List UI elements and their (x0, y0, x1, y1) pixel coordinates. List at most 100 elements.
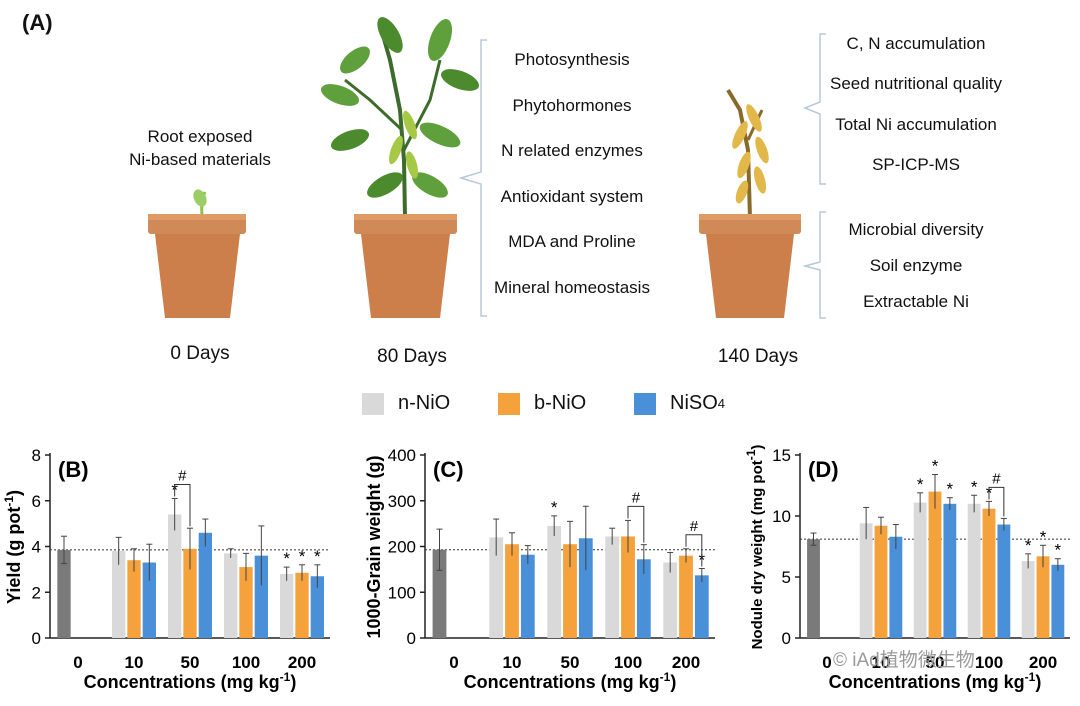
watermark: © iAd植物微生物 (833, 650, 975, 671)
bar-niso4 (520, 554, 535, 638)
significance-star: * (1025, 536, 1032, 555)
process-extractable-ni: Extractable Ni (863, 292, 969, 311)
legend-label-niso4: NiSO (670, 392, 718, 414)
y-axis-label-sup: -1 (744, 449, 758, 460)
pod-icon (405, 151, 419, 179)
process-cn-accumulation: C, N accumulation (846, 34, 986, 53)
x-axis-label-main: Concentrations (mg kg (84, 672, 280, 692)
process-photosynthesis: Photosynthesis (514, 50, 630, 69)
bar-niso4 (142, 562, 156, 638)
bar-n-nio (489, 537, 504, 638)
brace-140-bottom (802, 211, 826, 319)
panel-a-label: (A) (22, 10, 53, 35)
y-axis-label-main: Nodule dry weight (mg pot (749, 460, 766, 649)
y-axis-label: Yield (g pot-1) (2, 490, 24, 604)
legend-item-n-nio: n-NiO (362, 392, 450, 415)
y-tick-label: 10 (772, 507, 791, 526)
pod-icon (403, 110, 417, 140)
significance-star: * (1040, 527, 1047, 546)
process-phytohormones: Phytohormones (512, 96, 632, 115)
dry-pod-icon (737, 151, 751, 179)
y-tick-label: 4 (32, 538, 41, 557)
leaf-icon (377, 17, 403, 53)
x-tick-label: 200 (672, 653, 700, 672)
legend-item-niso4: NiSO 4 (634, 392, 725, 415)
root-exposed-line-2: Ni-based materials (129, 150, 271, 169)
brace-80 (458, 39, 487, 317)
bar-niso4 (310, 576, 324, 638)
x-tick-label: 50 (181, 653, 200, 672)
x-tick-label: 10 (872, 653, 891, 672)
process-soil-enzyme: Soil enzyme (869, 256, 963, 275)
day-label-80: 80 Days (377, 346, 447, 367)
x-tick-label: 100 (975, 653, 1003, 672)
bar-n-nio (967, 503, 981, 638)
seed-icon (193, 189, 207, 207)
bar-b-nio (982, 508, 996, 638)
bar-niso4 (943, 503, 957, 638)
x-axis-label-sup: -1 (1025, 670, 1036, 684)
bar-b-nio (621, 536, 635, 638)
process-seed-quality: Seed nutritional quality (829, 74, 1003, 93)
x-tick-label: 10 (503, 653, 522, 672)
legend-label-niso4-sub: 4 (717, 396, 726, 411)
dry-pod-icon (753, 166, 767, 194)
y-axis-label-end: ) (4, 490, 24, 496)
bar-n-nio (224, 553, 238, 638)
bar-b-nio (563, 544, 577, 638)
significance-bracket (627, 505, 645, 543)
x-tick-label: 0 (449, 653, 458, 672)
bar-control (807, 539, 820, 638)
bar-niso4 (636, 559, 651, 638)
x-tick-label: 200 (1029, 653, 1057, 672)
legend-swatch-niso4 (634, 392, 656, 415)
leaf-icon (340, 46, 370, 74)
process-sp-icp-ms: SP-ICP-MS (872, 155, 960, 174)
leaf-icon (419, 122, 461, 148)
legend-swatch-b-nio (498, 392, 520, 415)
bar-b-nio (679, 555, 693, 638)
leaf-icon (320, 84, 360, 106)
x-axis-label: Concentrations (mg kg-1) (84, 670, 297, 692)
x-tick-label: 50 (926, 653, 945, 672)
bar-b-nio (928, 491, 942, 638)
x-axis-label-end: ) (1035, 672, 1041, 692)
significance-star: * (551, 498, 558, 517)
bar-n-nio (1021, 561, 1035, 638)
x-axis-label: Concentrations (mg kg-1) (464, 670, 677, 692)
bar-n-nio (663, 562, 678, 638)
y-tick-label: 100 (388, 583, 416, 602)
significance-star: * (932, 457, 939, 476)
y-tick-label: 400 (388, 446, 416, 465)
x-axis-label-sup: -1 (280, 670, 291, 684)
y-tick-label: 300 (388, 492, 416, 511)
bar-niso4 (1051, 564, 1065, 638)
pod-icon (389, 135, 403, 165)
significance-bracket (685, 534, 703, 567)
y-axis-label: 1000-Grain weight (g) (364, 455, 384, 638)
y-axis-label-main: Yield (g pot (4, 507, 24, 604)
leaf-icon (330, 129, 370, 151)
overview-illustration (148, 17, 826, 319)
significance-star: * (283, 549, 290, 568)
legend-swatch-n-nio (362, 392, 384, 415)
bar-b-nio (1036, 556, 1050, 638)
process-total-ni: Total Ni accumulation (835, 115, 997, 134)
x-tick-label: 0 (73, 653, 82, 672)
significance-hash: # (632, 489, 641, 506)
leaf-icon (412, 172, 448, 198)
bar-b-nio (239, 567, 253, 638)
bar-b-nio (127, 560, 141, 638)
significance-hash: # (690, 518, 699, 535)
legend-item-b-nio: b-NiO (498, 392, 586, 415)
bar-control (432, 549, 447, 638)
bar-n-nio (605, 536, 620, 638)
bar-b-nio (183, 548, 197, 638)
significance-star: * (917, 475, 924, 494)
leaf-icon (427, 19, 453, 61)
bar-n-nio (168, 514, 182, 638)
significance-star: * (971, 477, 978, 496)
